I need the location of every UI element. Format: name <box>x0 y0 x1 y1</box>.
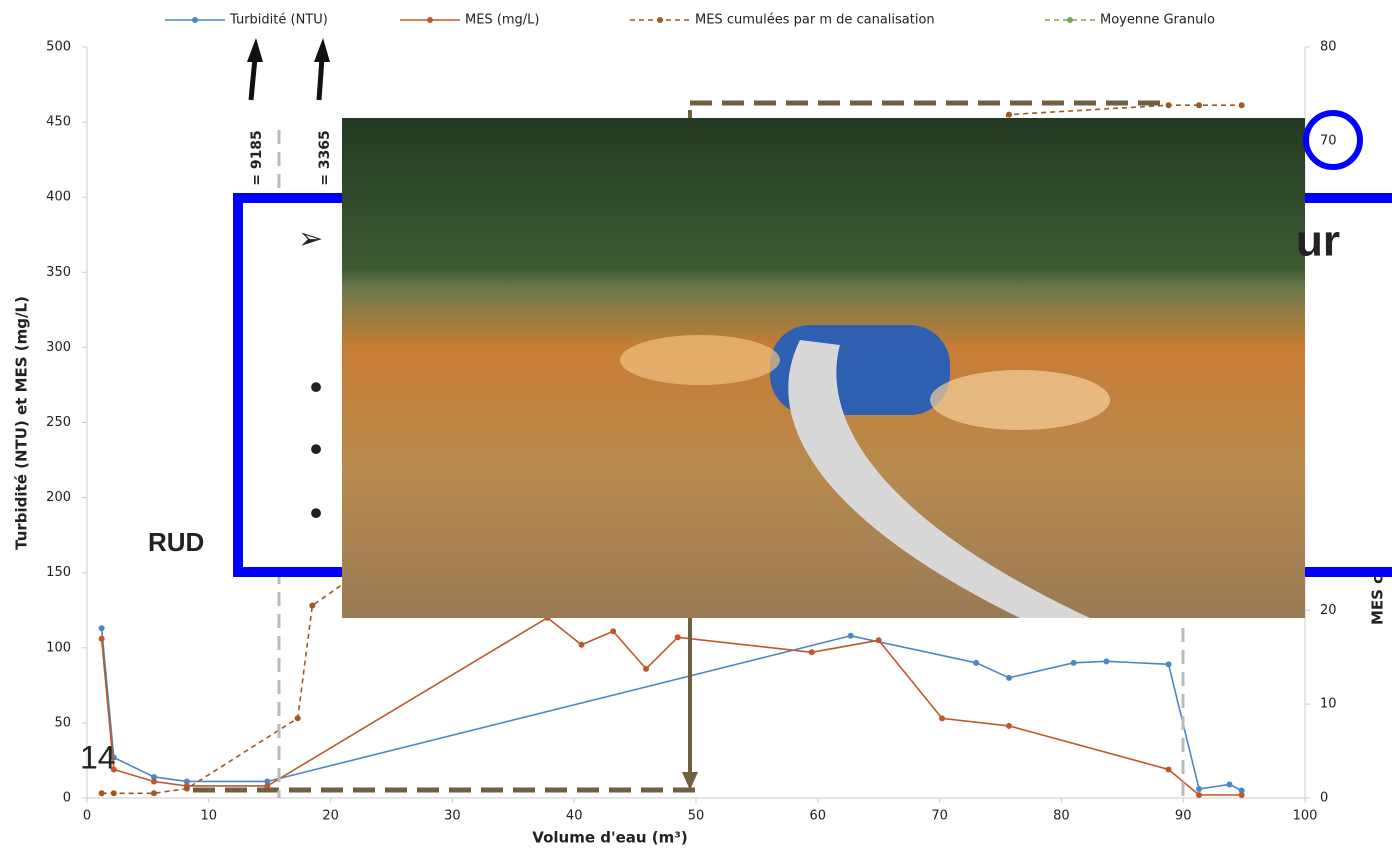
data-point <box>939 715 945 721</box>
y-axis-label: Turbidité (NTU) et MES (mg/L) <box>13 296 31 550</box>
data-point <box>309 603 315 609</box>
data-point <box>111 790 117 796</box>
legend-label: Moyenne Granulo <box>1100 13 1215 28</box>
x-tick-label: 80 <box>1053 809 1070 824</box>
x-tick-label: 60 <box>810 809 827 824</box>
y-tick-label: 0 <box>63 791 71 806</box>
y2-tick-label: 80 <box>1320 40 1337 55</box>
x-tick-label: 0 <box>83 809 91 824</box>
bullet: ➢ <box>298 222 323 257</box>
page-number: 14 <box>80 739 116 775</box>
y2-tick-label: 20 <box>1320 603 1337 618</box>
legend-marker <box>192 17 198 23</box>
data-point <box>1239 792 1245 798</box>
data-point <box>1196 786 1202 792</box>
y-tick-label: 450 <box>46 115 71 130</box>
y-tick-label: 300 <box>46 340 71 355</box>
x-tick-label: 40 <box>566 809 583 824</box>
y-tick-label: 50 <box>54 715 71 730</box>
legend-label: Turbidité (NTU) <box>229 13 328 28</box>
legend-label: MES cumulées par m de canalisation <box>695 13 935 28</box>
y-tick-label: 150 <box>46 565 71 580</box>
data-point <box>1103 658 1109 664</box>
data-point <box>643 666 649 672</box>
annotation: = 3365 <box>317 130 333 186</box>
legend-marker <box>427 17 433 23</box>
text-fragment: ur <box>1296 217 1340 266</box>
data-point <box>1006 675 1012 681</box>
data-point <box>579 642 585 648</box>
x-tick-label: 20 <box>322 809 339 824</box>
data-point <box>876 637 882 643</box>
series-line <box>102 628 1242 790</box>
data-point <box>848 633 854 639</box>
data-point <box>1006 723 1012 729</box>
data-point <box>99 625 105 631</box>
x-axis-label: Volume d'eau (m³) <box>532 829 687 847</box>
y2-axis-label: MES c <box>1369 575 1387 625</box>
data-point <box>973 660 979 666</box>
data-point <box>1226 781 1232 787</box>
x-tick-label: 100 <box>1293 809 1318 824</box>
data-point <box>1239 102 1245 108</box>
data-point <box>675 634 681 640</box>
data-point <box>151 790 157 796</box>
y2-tick-label: 70 <box>1320 133 1337 148</box>
data-point <box>1166 766 1172 772</box>
x-tick-label: 50 <box>688 809 705 824</box>
legend-marker <box>1067 17 1073 23</box>
legend-marker <box>657 17 663 23</box>
y2-tick-label: 0 <box>1320 791 1328 806</box>
data-point <box>151 778 157 784</box>
x-tick-label: 10 <box>201 809 218 824</box>
data-point <box>295 715 301 721</box>
y2-tick-label: 10 <box>1320 697 1337 712</box>
y-tick-label: 350 <box>46 265 71 280</box>
data-point <box>1071 660 1077 666</box>
bullet: • <box>306 431 326 471</box>
data-point <box>99 636 105 642</box>
x-tick-label: 70 <box>931 809 948 824</box>
annotation: = 9185 <box>249 130 265 186</box>
data-point <box>1196 102 1202 108</box>
y-tick-label: 500 <box>46 40 71 55</box>
data-point <box>1006 112 1012 118</box>
label: RUD <box>148 527 204 557</box>
data-point <box>610 628 616 634</box>
data-point <box>99 790 105 796</box>
data-point <box>184 786 190 792</box>
data-point <box>1166 102 1172 108</box>
legend: Turbidité (NTU) MES (mg/L) MES cumulées pa… <box>165 13 1215 28</box>
y-tick-label: 100 <box>46 640 71 655</box>
bullet: • <box>306 495 326 535</box>
slide: 0102030405060708090100050100150200250300… <box>0 0 1392 854</box>
x-tick-label: 30 <box>444 809 461 824</box>
bullet: • <box>306 369 326 409</box>
series-line <box>102 618 1242 795</box>
x-tick-label: 90 <box>1175 809 1192 824</box>
y-tick-label: 200 <box>46 490 71 505</box>
y-tick-label: 250 <box>46 415 71 430</box>
legend-label: MES (mg/L) <box>465 13 540 28</box>
data-point <box>1196 792 1202 798</box>
data-point <box>1166 661 1172 667</box>
data-point <box>809 649 815 655</box>
y-tick-label: 400 <box>46 190 71 205</box>
